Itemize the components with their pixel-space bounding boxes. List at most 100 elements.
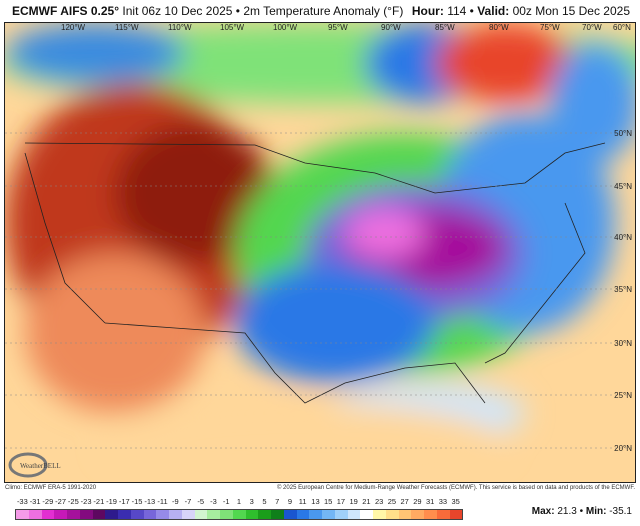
lat-label: 60°N [613, 23, 631, 32]
hour-value: 114 [447, 4, 467, 18]
valid-label: Valid: [477, 4, 510, 18]
min-label: Min: [585, 506, 607, 517]
colorbar-swatch [296, 510, 310, 519]
lon-label: 85°W [435, 23, 455, 32]
max-min: Max: 21.3 • Min: -35.1 [531, 506, 632, 517]
colorbar-tick: -19 [106, 497, 117, 506]
colorbar-tick: 13 [311, 497, 320, 506]
colorbar-tick: -29 [42, 497, 54, 506]
copyright: © 2025 European Centre for Medium-Range … [276, 485, 635, 491]
colorbar-tick: 9 [287, 497, 293, 506]
colorbar-tick: -15 [131, 497, 143, 506]
colorbar-swatch [207, 510, 220, 519]
colorbar-tick: -23 [80, 497, 92, 506]
colorbar-swatch [424, 510, 437, 519]
product-name: 2m Temperature Anomaly (°F) [243, 4, 404, 18]
colorbar-tick: 15 [324, 497, 333, 506]
colorbar-swatches [15, 509, 463, 520]
lat-label: 45°N [614, 182, 632, 191]
colorbar-swatch [411, 510, 424, 519]
colorbar-tick: -27 [55, 497, 67, 506]
colorbar-swatch [118, 510, 131, 519]
colorbar-tick: -1 [222, 497, 230, 506]
colorbar-tick: 33 [438, 497, 448, 506]
colorbar-tick: -3 [210, 497, 217, 506]
init-time: Init 06z 10 Dec 2025 [122, 4, 233, 18]
colorbar-tick: 31 [425, 497, 435, 506]
colorbar-tick: 5 [262, 497, 267, 506]
colorbar-swatch [347, 510, 361, 519]
anomaly-map[interactable]: 120°W 115°W 110°W 105°W 100°W 95°W 90°W … [4, 22, 636, 483]
colorbar-tick: -5 [197, 497, 205, 506]
colorbar-swatch [16, 510, 29, 519]
colorbar-tick: -7 [184, 497, 192, 506]
colorbar-tick: -17 [118, 497, 130, 506]
colorbar-tick: -13 [144, 497, 156, 506]
colorbar-tick: -21 [93, 497, 105, 506]
colorbar-swatch [156, 510, 169, 519]
colorbar-swatch [283, 510, 297, 519]
colorbar-swatch [130, 510, 144, 519]
colorbar-swatch [54, 510, 67, 519]
lat-label: 35°N [614, 285, 632, 294]
colorbar-swatch [92, 510, 106, 519]
colorbar-tick: 19 [349, 497, 358, 506]
colorbar-tick: -33 [16, 497, 28, 506]
colorbar-swatch [220, 510, 233, 519]
colorbar-swatch [322, 510, 335, 519]
colorbar-tick: 35 [451, 497, 460, 506]
map-title: ECMWF AIFS 0.25° Init 06z 10 Dec 2025 • … [12, 4, 404, 18]
colorbar-tick: 11 [298, 497, 307, 506]
colorbar-swatch [385, 510, 399, 519]
colorbar-swatch [194, 510, 208, 519]
colorbar-ticks: -33 -31 -29 -27 -25 -23 -21 -19 -17 -15 -13 -11 -9 -7… [15, 497, 465, 507]
colorbar-swatch [79, 510, 93, 519]
valid-value: 00z Mon 15 Dec 2025 [512, 4, 630, 18]
lon-label: 90°W [381, 23, 401, 32]
colorbar-swatch [436, 510, 450, 519]
colorbar-swatch [245, 510, 259, 519]
colorbar-swatch [373, 510, 386, 519]
colorbar-tick: -31 [29, 497, 41, 506]
hour-label: Hour: [411, 4, 444, 18]
colorbar-tick: 1 [236, 497, 242, 506]
colorbar-tick: 25 [387, 497, 397, 506]
colorbar-tick: 23 [374, 497, 384, 506]
lon-label: 120°W [61, 23, 86, 32]
map-field [5, 23, 635, 482]
colorbar-swatch [271, 510, 284, 519]
colorbar-swatch [258, 510, 271, 519]
colorbar-tick: -9 [171, 497, 179, 506]
climo-source: Climo: ECMWF ERA-5 1991-2020 [5, 485, 97, 491]
max-value: 21.3 [557, 506, 577, 517]
colorbar-tick: 3 [249, 497, 254, 506]
colorbar-swatch [181, 510, 195, 519]
colorbar-swatch [67, 510, 80, 519]
colorbar-tick: 21 [362, 497, 371, 506]
colorbar-swatch [449, 510, 463, 519]
min-value: -35.1 [609, 506, 632, 517]
lon-label: 100°W [273, 23, 298, 32]
colorbar-swatch [143, 510, 157, 519]
colorbar-swatch [334, 510, 348, 519]
lon-label: 105°W [220, 23, 245, 32]
lon-label: 80°W [489, 23, 509, 32]
model-name: ECMWF AIFS 0.25° [12, 4, 120, 18]
colorbar: -33 -31 -29 -27 -25 -23 -21 -19 -17 -15 -13 -11 -9 -7… [15, 497, 465, 520]
colorbar-tick: -25 [67, 497, 79, 506]
lon-label: 95°W [328, 23, 348, 32]
colorbar-swatch [232, 510, 246, 519]
colorbar-swatch [28, 510, 42, 519]
valid-time: Hour: 114 • Valid: 00z Mon 15 Dec 2025 [411, 4, 630, 18]
lat-label: 50°N [614, 129, 632, 138]
max-label: Max: [531, 506, 555, 517]
colorbar-tick: -11 [157, 497, 168, 506]
lat-label: 30°N [614, 339, 632, 348]
lat-label: 25°N [614, 391, 632, 400]
lon-label: 115°W [115, 23, 139, 32]
colorbar-tick: 7 [275, 497, 280, 506]
colorbar-swatch [169, 510, 182, 519]
colorbar-swatch [309, 510, 322, 519]
colorbar-tick: 29 [413, 497, 422, 506]
header: ECMWF AIFS 0.25° Init 06z 10 Dec 2025 • … [0, 0, 640, 22]
